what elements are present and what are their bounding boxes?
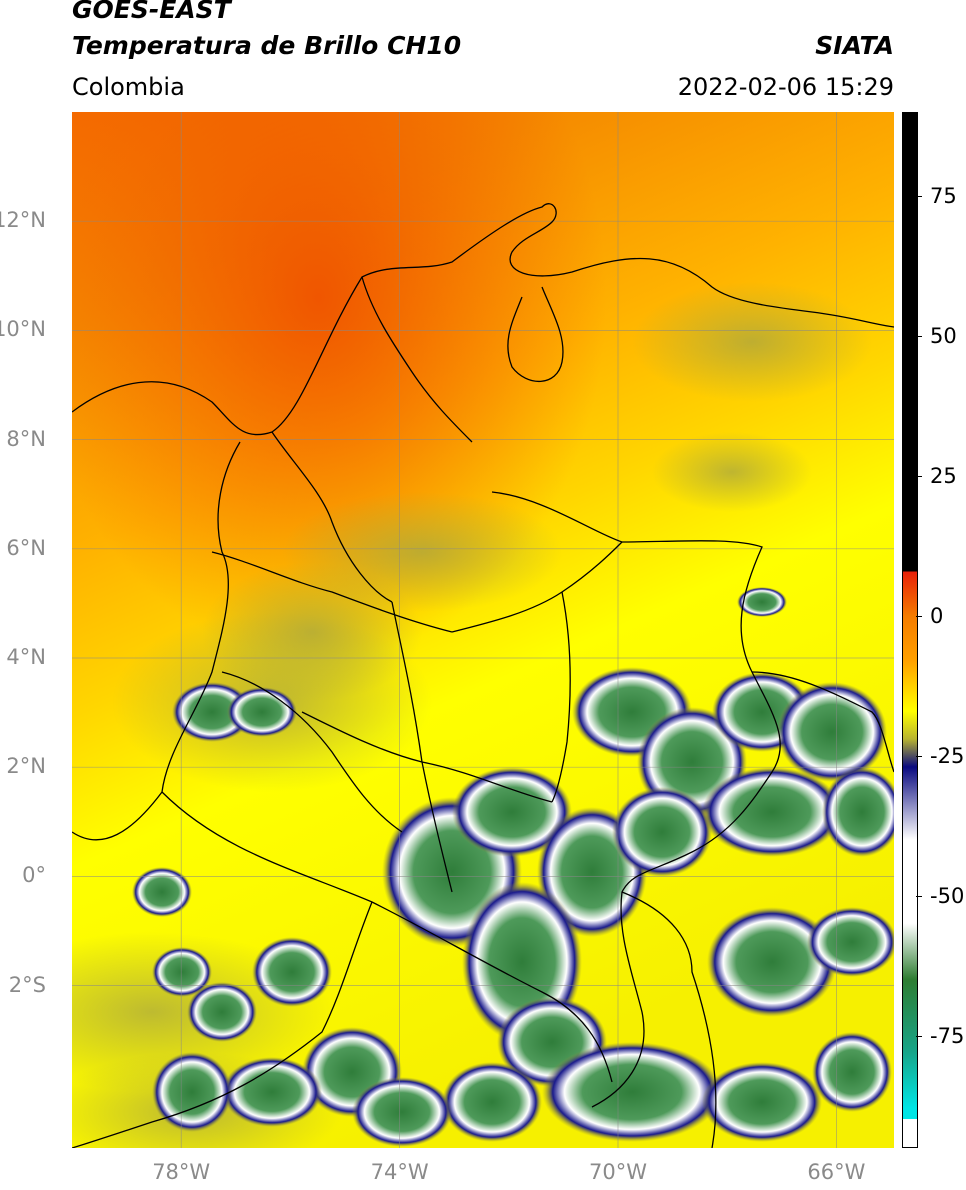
colorbar-tick	[916, 1036, 922, 1037]
colorbar-tick	[916, 756, 922, 757]
colorbar-tick	[916, 616, 922, 617]
lat-tick-label: 2°S	[8, 972, 46, 997]
internal-dept-2	[361, 276, 473, 443]
colombia-east-border	[491, 491, 781, 1108]
product-title: Temperatura de Brillo CH10	[72, 31, 462, 60]
lat-tick-label: 8°N	[6, 426, 46, 451]
internal-dept-3	[211, 551, 453, 633]
convective-cloud	[737, 587, 787, 617]
colorbar-tick-label: 50	[930, 324, 957, 348]
convective-cloud	[702, 767, 842, 857]
lat-tick-label: 10°N	[0, 317, 46, 342]
region-label: Colombia	[72, 73, 185, 101]
convective-cloud	[172, 682, 252, 742]
lake-maracaibo	[507, 286, 564, 383]
brazil-border	[621, 891, 717, 1148]
convective-cloud	[442, 1062, 542, 1142]
colorbar-tick-label: 25	[930, 464, 957, 488]
convective-cloud	[222, 1057, 322, 1127]
convective-cloud	[352, 1077, 452, 1147]
lat-tick-label: 12°N	[0, 208, 46, 233]
colorbar-tick	[916, 196, 922, 197]
convective-cloud	[812, 1032, 892, 1112]
convective-cloud	[807, 907, 894, 977]
convective-cloud	[252, 937, 332, 1007]
internal-dept-1	[271, 431, 393, 603]
pacific-coast	[72, 441, 241, 841]
convective-cloud	[152, 947, 212, 997]
colorbar-tick-label: -25	[930, 744, 965, 768]
colorbar-tick	[916, 336, 922, 337]
colorbar-tick	[916, 476, 922, 477]
convective-cloud	[152, 1052, 232, 1132]
colombia-south-border	[161, 791, 613, 1083]
timestamp-label: 2022-02-06 15:29	[677, 73, 894, 101]
convective-clouds	[132, 587, 894, 1147]
organization-label: SIATA	[815, 31, 894, 60]
convective-cloud	[612, 787, 712, 877]
satellite-title: GOES-EAST	[72, 0, 231, 24]
convective-cloud	[542, 1042, 722, 1142]
internal-dept-6	[221, 671, 403, 833]
lat-tick-label: 6°N	[6, 535, 46, 560]
haze-patch	[652, 432, 812, 512]
satellite-map[interactable]	[72, 112, 894, 1148]
convective-cloud	[777, 682, 887, 782]
convective-cloud	[227, 687, 297, 737]
convective-cloud	[187, 982, 257, 1042]
internal-dept-5	[391, 601, 453, 893]
gridlines	[72, 112, 894, 1148]
peru-border	[72, 901, 373, 1148]
colorbar-tick-label: 75	[930, 184, 957, 208]
internal-dept-8	[551, 591, 571, 803]
haze-patch	[282, 492, 562, 612]
lon-tick-label: 66°W	[807, 1160, 866, 1184]
lat-tick-label: 4°N	[6, 645, 46, 669]
haze-patch	[632, 282, 872, 402]
lon-tick-label: 74°W	[370, 1160, 429, 1184]
convective-cloud	[702, 1062, 822, 1142]
colorbar-tick	[916, 896, 922, 897]
political-borders	[72, 203, 894, 1148]
convective-cloud	[132, 867, 192, 917]
lat-tick-label: 2°N	[6, 754, 46, 779]
convective-cloud	[822, 767, 894, 857]
venezuela-border	[751, 671, 894, 773]
colorbar-tick-label: -50	[930, 884, 965, 908]
lat-tick-label: 0°	[22, 863, 46, 888]
colorbar-tick-label: 0	[930, 604, 944, 628]
lon-tick-label: 70°W	[589, 1160, 647, 1184]
colorbar	[902, 112, 918, 1148]
map-canvas	[72, 112, 894, 1148]
lon-tick-label: 78°W	[152, 1160, 211, 1184]
convective-cloud	[707, 907, 837, 1017]
coastline-caribbean	[72, 203, 894, 436]
convective-cloud	[452, 767, 572, 857]
colorbar-tick-label: -75	[930, 1024, 965, 1048]
